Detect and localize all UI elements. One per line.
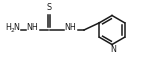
Text: NH: NH [26, 23, 38, 32]
Text: N: N [14, 23, 19, 32]
Text: N: N [110, 45, 116, 55]
Text: S: S [46, 3, 52, 12]
Text: H: H [5, 23, 11, 32]
Text: 2: 2 [10, 29, 14, 34]
Text: NH: NH [64, 23, 76, 32]
